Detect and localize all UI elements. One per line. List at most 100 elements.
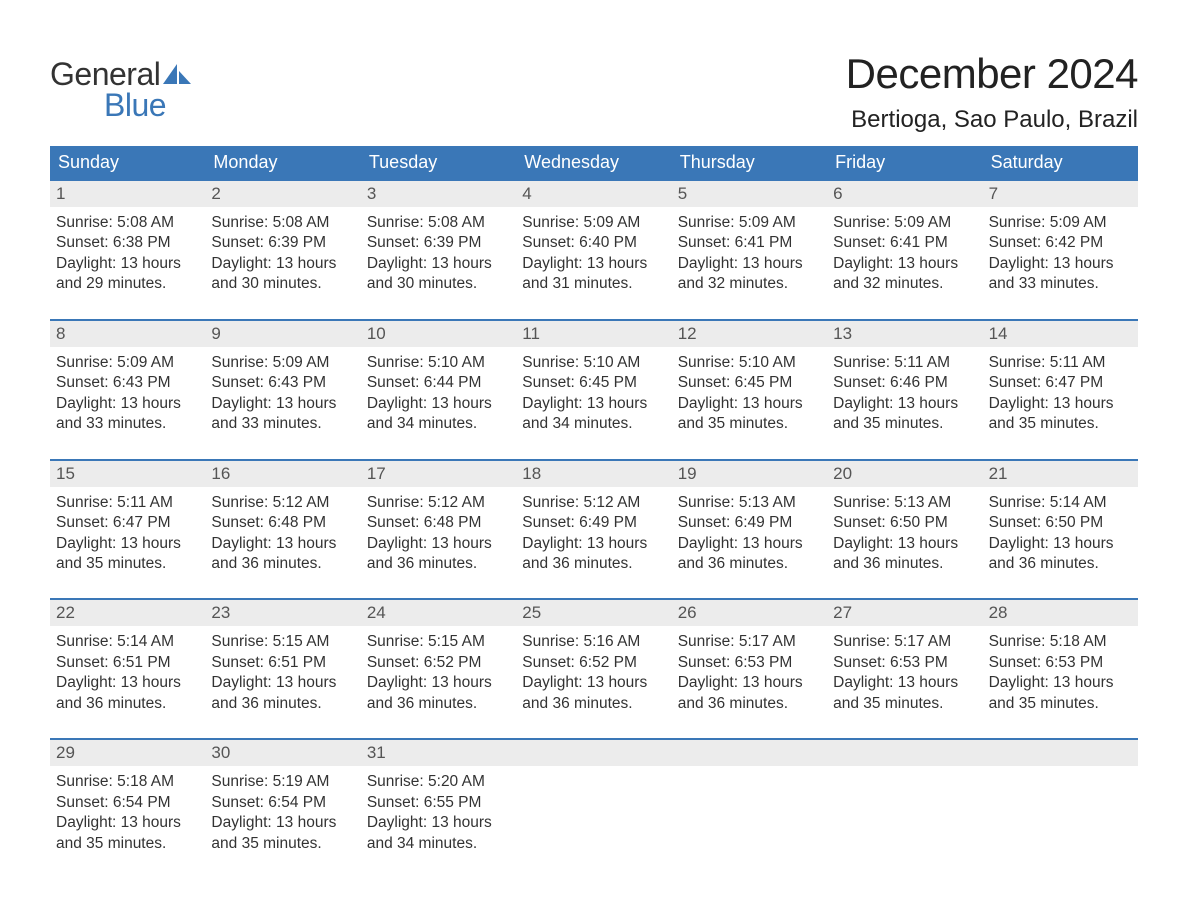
day2-text: and 35 minutes. <box>833 414 976 434</box>
day-cell: 6Sunrise: 5:09 AMSunset: 6:41 PMDaylight… <box>827 181 982 301</box>
day-body: Sunrise: 5:10 AMSunset: 6:45 PMDaylight:… <box>516 347 671 441</box>
sunset-text: Sunset: 6:48 PM <box>211 513 354 533</box>
day1-text: Daylight: 13 hours <box>522 534 665 554</box>
day2-text: and 35 minutes. <box>678 414 821 434</box>
day2-text: and 36 minutes. <box>678 694 821 714</box>
day2-text: and 30 minutes. <box>367 274 510 294</box>
day-cell: 16Sunrise: 5:12 AMSunset: 6:48 PMDayligh… <box>205 461 360 581</box>
day-cell: 15Sunrise: 5:11 AMSunset: 6:47 PMDayligh… <box>50 461 205 581</box>
day-cell <box>827 740 982 860</box>
day1-text: Daylight: 13 hours <box>56 813 199 833</box>
sunrise-text: Sunrise: 5:18 AM <box>56 772 199 792</box>
day1-text: Daylight: 13 hours <box>833 673 976 693</box>
day-body: Sunrise: 5:09 AMSunset: 6:43 PMDaylight:… <box>205 347 360 441</box>
day-number <box>672 740 827 766</box>
day1-text: Daylight: 13 hours <box>833 534 976 554</box>
day1-text: Daylight: 13 hours <box>989 534 1132 554</box>
day2-text: and 35 minutes. <box>989 694 1132 714</box>
day-body: Sunrise: 5:09 AMSunset: 6:42 PMDaylight:… <box>983 207 1138 301</box>
day-body <box>672 766 827 826</box>
day1-text: Daylight: 13 hours <box>522 673 665 693</box>
day-number: 1 <box>50 181 205 207</box>
day-cell: 24Sunrise: 5:15 AMSunset: 6:52 PMDayligh… <box>361 600 516 720</box>
day-number: 17 <box>361 461 516 487</box>
day-cell: 5Sunrise: 5:09 AMSunset: 6:41 PMDaylight… <box>672 181 827 301</box>
day-number: 6 <box>827 181 982 207</box>
day-body: Sunrise: 5:12 AMSunset: 6:49 PMDaylight:… <box>516 487 671 581</box>
sunset-text: Sunset: 6:49 PM <box>678 513 821 533</box>
sunrise-text: Sunrise: 5:12 AM <box>211 493 354 513</box>
sunset-text: Sunset: 6:43 PM <box>56 373 199 393</box>
day2-text: and 36 minutes. <box>211 554 354 574</box>
day-number: 31 <box>361 740 516 766</box>
sunset-text: Sunset: 6:39 PM <box>211 233 354 253</box>
weekday-header: Monday <box>205 146 360 179</box>
day-number: 29 <box>50 740 205 766</box>
day2-text: and 35 minutes. <box>833 694 976 714</box>
day-body <box>827 766 982 826</box>
day-body: Sunrise: 5:20 AMSunset: 6:55 PMDaylight:… <box>361 766 516 860</box>
day1-text: Daylight: 13 hours <box>56 534 199 554</box>
week-row: 1Sunrise: 5:08 AMSunset: 6:38 PMDaylight… <box>50 179 1138 301</box>
day2-text: and 36 minutes. <box>211 694 354 714</box>
day-number: 25 <box>516 600 671 626</box>
day-cell: 4Sunrise: 5:09 AMSunset: 6:40 PMDaylight… <box>516 181 671 301</box>
weekday-header: Tuesday <box>361 146 516 179</box>
weekday-header: Sunday <box>50 146 205 179</box>
day-cell: 9Sunrise: 5:09 AMSunset: 6:43 PMDaylight… <box>205 321 360 441</box>
day1-text: Daylight: 13 hours <box>367 534 510 554</box>
day2-text: and 36 minutes. <box>989 554 1132 574</box>
day1-text: Daylight: 13 hours <box>211 673 354 693</box>
sunset-text: Sunset: 6:54 PM <box>211 793 354 813</box>
sunrise-text: Sunrise: 5:09 AM <box>989 213 1132 233</box>
day2-text: and 29 minutes. <box>56 274 199 294</box>
day-cell: 2Sunrise: 5:08 AMSunset: 6:39 PMDaylight… <box>205 181 360 301</box>
day1-text: Daylight: 13 hours <box>367 673 510 693</box>
day-cell: 26Sunrise: 5:17 AMSunset: 6:53 PMDayligh… <box>672 600 827 720</box>
sunset-text: Sunset: 6:41 PM <box>833 233 976 253</box>
sunrise-text: Sunrise: 5:08 AM <box>367 213 510 233</box>
sunset-text: Sunset: 6:40 PM <box>522 233 665 253</box>
weekday-header-row: Sunday Monday Tuesday Wednesday Thursday… <box>50 146 1138 179</box>
day-cell: 3Sunrise: 5:08 AMSunset: 6:39 PMDaylight… <box>361 181 516 301</box>
sunset-text: Sunset: 6:52 PM <box>522 653 665 673</box>
day2-text: and 36 minutes. <box>678 554 821 574</box>
day2-text: and 36 minutes. <box>522 694 665 714</box>
day-body: Sunrise: 5:13 AMSunset: 6:50 PMDaylight:… <box>827 487 982 581</box>
day-body: Sunrise: 5:11 AMSunset: 6:47 PMDaylight:… <box>50 487 205 581</box>
day2-text: and 36 minutes. <box>522 554 665 574</box>
day-cell: 18Sunrise: 5:12 AMSunset: 6:49 PMDayligh… <box>516 461 671 581</box>
day1-text: Daylight: 13 hours <box>211 394 354 414</box>
day-cell: 28Sunrise: 5:18 AMSunset: 6:53 PMDayligh… <box>983 600 1138 720</box>
day1-text: Daylight: 13 hours <box>56 254 199 274</box>
sunset-text: Sunset: 6:53 PM <box>833 653 976 673</box>
day1-text: Daylight: 13 hours <box>522 394 665 414</box>
day-cell: 19Sunrise: 5:13 AMSunset: 6:49 PMDayligh… <box>672 461 827 581</box>
day-cell: 1Sunrise: 5:08 AMSunset: 6:38 PMDaylight… <box>50 181 205 301</box>
day-body: Sunrise: 5:18 AMSunset: 6:54 PMDaylight:… <box>50 766 205 860</box>
sunrise-text: Sunrise: 5:09 AM <box>678 213 821 233</box>
day-number: 12 <box>672 321 827 347</box>
day1-text: Daylight: 13 hours <box>56 394 199 414</box>
sunset-text: Sunset: 6:41 PM <box>678 233 821 253</box>
sunrise-text: Sunrise: 5:17 AM <box>833 632 976 652</box>
day1-text: Daylight: 13 hours <box>833 394 976 414</box>
day-number: 8 <box>50 321 205 347</box>
sunrise-text: Sunrise: 5:14 AM <box>989 493 1132 513</box>
day-cell: 10Sunrise: 5:10 AMSunset: 6:44 PMDayligh… <box>361 321 516 441</box>
day1-text: Daylight: 13 hours <box>678 254 821 274</box>
day-cell: 23Sunrise: 5:15 AMSunset: 6:51 PMDayligh… <box>205 600 360 720</box>
day-cell: 20Sunrise: 5:13 AMSunset: 6:50 PMDayligh… <box>827 461 982 581</box>
day-body: Sunrise: 5:11 AMSunset: 6:47 PMDaylight:… <box>983 347 1138 441</box>
day-body: Sunrise: 5:09 AMSunset: 6:41 PMDaylight:… <box>672 207 827 301</box>
day-cell: 14Sunrise: 5:11 AMSunset: 6:47 PMDayligh… <box>983 321 1138 441</box>
day1-text: Daylight: 13 hours <box>833 254 976 274</box>
day-number: 11 <box>516 321 671 347</box>
day2-text: and 35 minutes. <box>56 834 199 854</box>
weekday-header: Wednesday <box>516 146 671 179</box>
day2-text: and 35 minutes. <box>211 834 354 854</box>
day-number: 24 <box>361 600 516 626</box>
day2-text: and 34 minutes. <box>367 834 510 854</box>
day1-text: Daylight: 13 hours <box>522 254 665 274</box>
day1-text: Daylight: 13 hours <box>367 254 510 274</box>
